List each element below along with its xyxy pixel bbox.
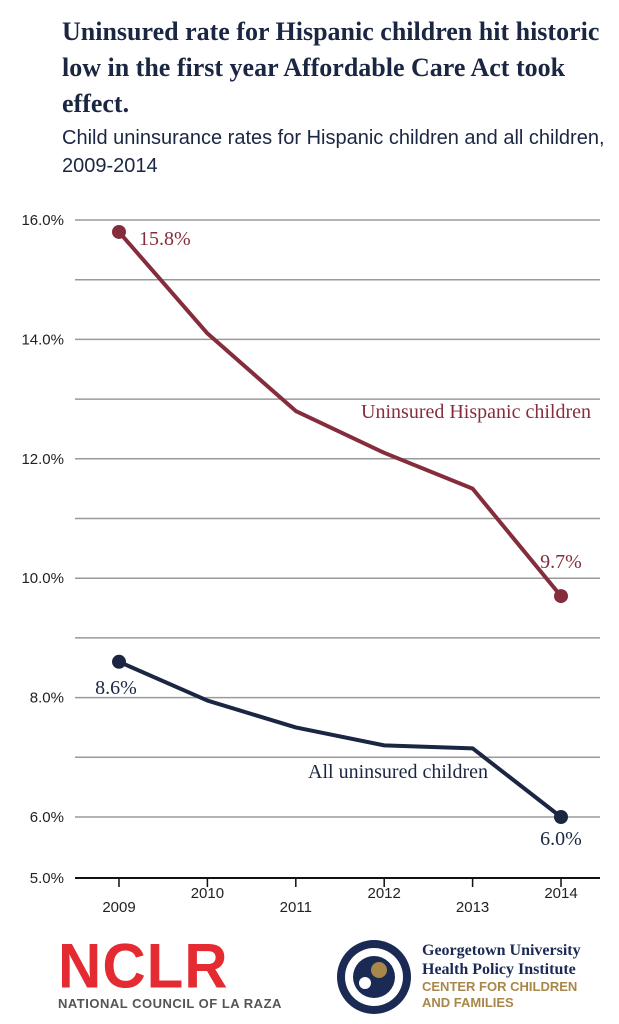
institute-name: Health Policy Institute [422,961,576,978]
series-line-0 [117,230,563,598]
x-tick-label: 2010 [191,885,224,902]
data-point [554,810,568,824]
nclr-logo-mark: NCLR [58,930,229,1002]
x-tick-label: 2012 [368,885,401,902]
y-tick-label: 14.0% [21,331,64,348]
georgetown-emblem-icon [337,940,411,1014]
x-axis [75,877,600,887]
y-tick-labels: 16.0% 14.0% 12.0% 10.0% 8.0% 6.0% 5.0% [21,212,64,887]
data-label: 9.7% [540,551,582,573]
x-tick-labels: 2009 2010 2011 2012 2013 2014 [102,885,577,916]
series [112,224,568,824]
data-point [554,589,568,604]
chart-subtitle: Child uninsurance rates for Hispanic chi… [62,127,605,177]
y-tick-label: 6.0% [30,809,64,826]
data-label: 8.6% [95,677,137,699]
nclr-logo: NCLR NATIONAL COUNCIL OF LA RAZA [58,930,282,1011]
center-name-line1: CENTER FOR CHILDREN [422,979,578,994]
line-chart: 16.0% 14.0% 12.0% 10.0% 8.0% 6.0% 5.0% 2009 201… [21,212,600,916]
grid-lines [75,219,600,818]
data-point [112,224,126,239]
data-point [112,654,126,669]
x-tick-label: 2014 [544,885,577,902]
x-tick-label: 2013 [456,899,489,916]
data-labels: 15.8% 9.7% 8.6% 6.0% Uninsured Hispanic chil… [95,228,591,850]
data-label: 6.0% [540,828,582,850]
center-name-line2: AND FAMILIES [422,995,514,1010]
data-label: 15.8% [139,228,191,250]
y-tick-label: 5.0% [30,870,64,887]
y-tick-label: 8.0% [30,690,64,707]
georgetown-logo: Georgetown University Health Policy Inst… [334,937,614,1017]
nclr-logo-subtitle: NATIONAL COUNCIL OF LA RAZA [58,996,282,1011]
series-label-hispanic: Uninsured Hispanic children [361,401,591,423]
y-tick-label: 12.0% [21,451,64,468]
y-tick-label: 16.0% [21,212,64,229]
x-tick-label: 2011 [280,899,312,916]
chart-title: Uninsured rate for Hispanic children hit… [62,17,600,118]
series-line-1 [118,659,563,819]
georgetown-name: Georgetown University [422,942,581,959]
x-tick-label: 2009 [102,899,135,916]
series-label-all: All uninsured children [308,761,488,783]
y-tick-label: 10.0% [21,570,64,587]
